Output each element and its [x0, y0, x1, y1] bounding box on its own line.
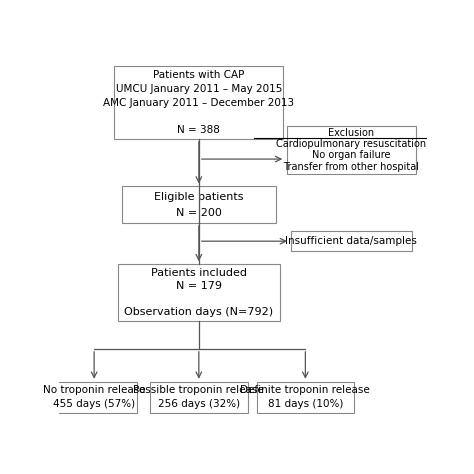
Text: N = 200: N = 200: [176, 208, 222, 218]
Text: Possible troponin release: Possible troponin release: [134, 385, 264, 395]
FancyBboxPatch shape: [257, 382, 354, 412]
Text: Insufficient data/samples: Insufficient data/samples: [285, 236, 417, 246]
FancyBboxPatch shape: [114, 66, 283, 139]
Text: Patients included: Patients included: [151, 267, 247, 278]
Text: Definite troponin release: Definite troponin release: [240, 385, 370, 395]
Text: 455 days (57%): 455 days (57%): [53, 399, 135, 409]
Text: UMCU January 2011 – May 2015: UMCU January 2011 – May 2015: [116, 84, 282, 94]
FancyBboxPatch shape: [291, 231, 412, 251]
Text: Eligible patients: Eligible patients: [154, 192, 244, 202]
Text: 81 days (10%): 81 days (10%): [268, 399, 343, 409]
Text: Observation days (N=792): Observation days (N=792): [124, 307, 273, 317]
Text: N = 179: N = 179: [176, 281, 222, 291]
Text: No organ failure: No organ failure: [312, 150, 391, 161]
Text: Transfer from other hospital: Transfer from other hospital: [283, 162, 419, 172]
Text: No troponin release: No troponin release: [43, 385, 146, 395]
Text: Cardiopulmonary resuscitation: Cardiopulmonary resuscitation: [276, 139, 426, 149]
Text: AMC January 2011 – December 2013: AMC January 2011 – December 2013: [103, 98, 294, 108]
Text: 256 days (32%): 256 days (32%): [158, 399, 240, 409]
Text: N = 388: N = 388: [177, 125, 220, 135]
FancyBboxPatch shape: [122, 186, 276, 223]
FancyBboxPatch shape: [150, 382, 247, 412]
FancyBboxPatch shape: [287, 126, 416, 173]
FancyBboxPatch shape: [51, 382, 137, 412]
Text: Patients with CAP: Patients with CAP: [153, 70, 245, 80]
Text: Exclusion: Exclusion: [328, 128, 374, 138]
FancyBboxPatch shape: [118, 264, 280, 320]
